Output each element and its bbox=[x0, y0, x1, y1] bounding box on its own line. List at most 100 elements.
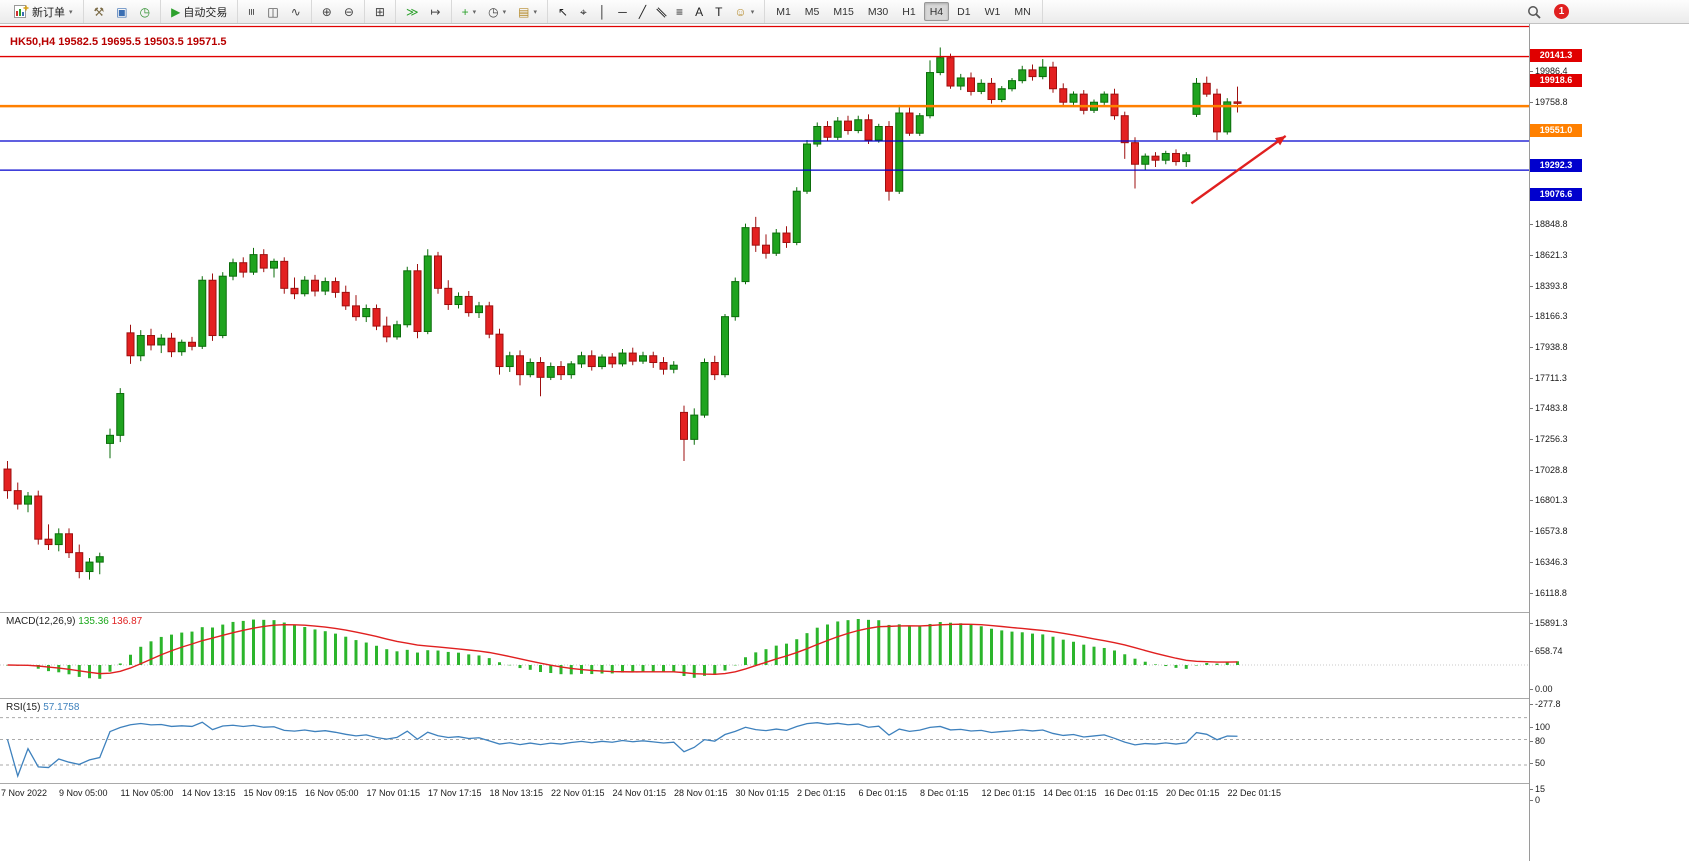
timeframe-m30[interactable]: M30 bbox=[862, 2, 894, 21]
candle-body bbox=[526, 362, 535, 376]
timeframe-d1[interactable]: D1 bbox=[951, 2, 976, 21]
arrow-object[interactable] bbox=[1190, 134, 1287, 205]
macd-signal-line bbox=[7, 623, 1238, 675]
metaeditor-button[interactable]: ⚒ bbox=[89, 2, 110, 21]
price-tick-label: 18621.3 bbox=[1530, 250, 1568, 260]
macd-bar bbox=[282, 622, 286, 665]
candle-body bbox=[1151, 155, 1160, 161]
indicators-button[interactable]: + ▾ bbox=[457, 2, 482, 21]
auto-scroll-button[interactable]: ≫ bbox=[401, 2, 424, 21]
candle-body bbox=[259, 254, 268, 269]
fibonacci-button[interactable]: ≡ bbox=[671, 2, 688, 21]
price-tick-label: 18393.8 bbox=[1530, 280, 1568, 291]
price-tick-label: 15891.3 bbox=[1530, 618, 1568, 629]
candle-body bbox=[341, 291, 350, 307]
time-label: 17 Nov 17:15 bbox=[428, 788, 482, 798]
macd-bar bbox=[610, 665, 614, 674]
macd-bar bbox=[672, 665, 676, 672]
search-button[interactable] bbox=[1522, 2, 1546, 21]
auto-scroll-icon: ≫ bbox=[405, 4, 419, 19]
candle-body bbox=[577, 355, 586, 365]
line-chart-button[interactable]: ∿ bbox=[286, 2, 306, 21]
chart-shift-button[interactable]: ↦ bbox=[426, 2, 446, 21]
cursor-button[interactable]: ↖ bbox=[553, 2, 573, 21]
candle-body bbox=[782, 232, 791, 243]
candle-body bbox=[229, 262, 237, 277]
panel-splitter[interactable] bbox=[0, 783, 1689, 784]
macd-bar bbox=[887, 624, 891, 665]
panel-splitter[interactable] bbox=[0, 698, 1689, 699]
timeframe-m1[interactable]: M1 bbox=[770, 2, 797, 21]
rsi-value: 57.1758 bbox=[43, 702, 80, 713]
chart-shift-icon: ↦ bbox=[430, 4, 441, 19]
trendline-button[interactable]: ╱ bbox=[634, 2, 651, 21]
candle-body bbox=[536, 362, 545, 378]
macd-bar bbox=[846, 620, 850, 665]
candle-body bbox=[167, 337, 176, 353]
macd-bar bbox=[416, 652, 419, 665]
channel-button[interactable]: ∥ bbox=[653, 2, 669, 21]
text-label-button[interactable]: T bbox=[710, 2, 727, 21]
macd-bar bbox=[692, 665, 696, 678]
chevron-down-icon: ▾ bbox=[502, 8, 507, 16]
candle-body bbox=[608, 356, 617, 365]
time-label: 2 Dec 01:15 bbox=[797, 788, 846, 798]
chevron-down-icon: ▾ bbox=[69, 8, 73, 16]
candle-body bbox=[721, 316, 729, 376]
crosshair-button[interactable]: ⌖ bbox=[575, 2, 592, 21]
candle-body bbox=[1131, 142, 1139, 165]
candle-body bbox=[885, 125, 893, 192]
macd-signal-value: 136.87 bbox=[111, 616, 143, 627]
play-icon: ▶ bbox=[171, 4, 181, 19]
macd-bar bbox=[139, 646, 143, 665]
zoom-out-button[interactable]: ⊖ bbox=[339, 2, 359, 21]
macd-bar bbox=[47, 665, 50, 672]
candlestick-chart-button[interactable]: ◫ bbox=[262, 2, 283, 21]
zoom-in-button[interactable]: ⊕ bbox=[317, 2, 337, 21]
panel-splitter[interactable] bbox=[0, 612, 1689, 613]
text-button[interactable]: A bbox=[690, 2, 708, 21]
notification-badge[interactable]: 1 bbox=[1554, 4, 1569, 19]
timeframe-m15[interactable]: M15 bbox=[827, 2, 859, 21]
macd-bar bbox=[559, 665, 563, 675]
candle-body bbox=[905, 112, 914, 134]
macd-bar bbox=[1164, 665, 1168, 667]
macd-bar bbox=[1041, 634, 1045, 665]
timeframe-h1[interactable]: H1 bbox=[896, 2, 921, 21]
time-label: 22 Dec 01:15 bbox=[1227, 788, 1282, 798]
new-order-button[interactable]: 新订单 ▾ bbox=[9, 2, 78, 21]
candle-body bbox=[864, 119, 873, 141]
timeframe-h4[interactable]: H4 bbox=[923, 2, 950, 21]
price-tick-label: 16346.3 bbox=[1530, 556, 1568, 567]
horizontal-line-button[interactable]: ─ bbox=[613, 2, 632, 21]
candle-body bbox=[669, 364, 678, 370]
tile-windows-button[interactable]: ⊞ bbox=[370, 2, 390, 21]
timeframe-w1[interactable]: W1 bbox=[979, 2, 1007, 21]
macd-bar bbox=[1061, 639, 1065, 665]
templates-button[interactable]: ▤ ▾ bbox=[513, 2, 542, 21]
price-tick-label: 19986.4 bbox=[1530, 65, 1568, 76]
time-label: 18 Nov 13:15 bbox=[489, 788, 544, 798]
timeframe-mn[interactable]: MN bbox=[1008, 2, 1036, 21]
charts-window-button[interactable]: ▣ bbox=[111, 2, 132, 21]
price-badge: 20141.3 bbox=[1530, 49, 1582, 62]
macd-bar bbox=[1113, 650, 1116, 665]
vertical-line-button[interactable]: │ bbox=[594, 2, 612, 21]
arrows-button[interactable]: ☺ ▾ bbox=[729, 2, 759, 21]
candle-body bbox=[803, 143, 811, 192]
periods-button[interactable]: ◷ ▾ bbox=[483, 2, 511, 21]
macd-bar bbox=[262, 619, 266, 665]
price-chart bbox=[0, 24, 1529, 612]
price-tick-label: 16118.8 bbox=[1530, 587, 1567, 598]
periods-icon: ◷ bbox=[488, 4, 499, 19]
time-label: 7 Nov 2022 bbox=[1, 788, 48, 798]
timeframe-m5[interactable]: M5 bbox=[799, 2, 826, 21]
history-center-button[interactable]: ◷ bbox=[135, 2, 155, 21]
auto-trading-button[interactable]: ▶ 自动交易 bbox=[166, 2, 232, 21]
bar-chart-button[interactable]: ≡ bbox=[243, 2, 260, 21]
macd-bar bbox=[1184, 665, 1188, 669]
macd-bar bbox=[959, 623, 963, 665]
horizontal-line-icon: ─ bbox=[618, 4, 627, 19]
candle-body bbox=[1059, 88, 1068, 103]
